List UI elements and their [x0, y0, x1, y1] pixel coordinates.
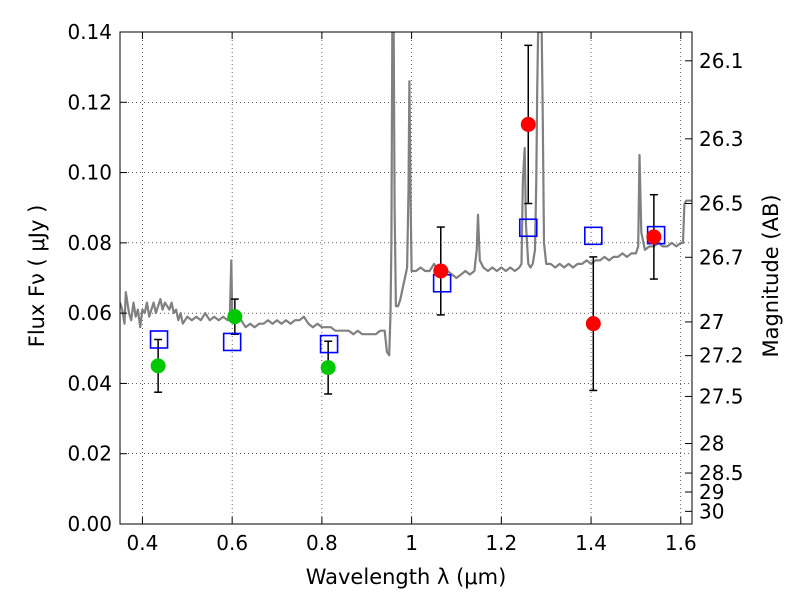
y2-tick-label: 27.5 — [699, 384, 744, 408]
x-tick-label: 1.4 — [575, 531, 607, 555]
x-axis-label: Wavelength λ (μm) — [306, 565, 507, 589]
x-tick-label: 0.4 — [127, 531, 159, 555]
x-tick-label: 1.2 — [485, 531, 517, 555]
y-tick-label: 0.02 — [67, 442, 112, 466]
ticks-layer: 0.4 0.6 0.8 1 1.2 1.4 1.6 0.00 0.02 0.04 0.06 0.08 0… — [67, 20, 743, 555]
y2-tick-label: 26.5 — [699, 191, 744, 215]
model-square-point — [319, 334, 339, 354]
x-tick-label: 0.8 — [306, 531, 338, 555]
errorbars-layer — [154, 44, 658, 395]
x-tick-label: 0.6 — [216, 531, 248, 555]
y2-axis-label: Magnitude (AB) — [759, 194, 783, 357]
model-square-point — [584, 226, 603, 246]
photometry-point — [646, 229, 662, 245]
model-square-point — [222, 332, 242, 352]
y2-tick-label: 26.7 — [699, 245, 744, 269]
photometry-point — [227, 309, 243, 325]
photometry-point — [433, 263, 449, 279]
y2-tick-label: 27 — [699, 310, 724, 334]
y-tick-label: 0.00 — [67, 512, 112, 536]
spectrum-line — [120, 32, 692, 357]
photometry-point — [520, 116, 536, 132]
model-square-point — [149, 330, 169, 349]
y-tick-label: 0.10 — [67, 161, 112, 185]
markers-layer — [149, 116, 666, 376]
x-tick-label: 1.6 — [665, 531, 697, 555]
y2-tick-label: 28.5 — [699, 461, 744, 485]
model-square-point — [518, 218, 538, 238]
photometry-point — [585, 316, 601, 332]
y2-tick-label: 29 — [699, 480, 724, 504]
y-axis-label: Flux Fν ( μJy ) — [25, 205, 49, 348]
x-tick-label: 1 — [405, 531, 418, 555]
y-tick-label: 0.14 — [67, 20, 112, 44]
y2-tick-label: 30 — [699, 499, 724, 523]
photometry-point — [150, 358, 166, 374]
y2-tick-label: 28 — [699, 432, 724, 456]
y-tick-label: 0.04 — [67, 371, 112, 395]
photometry-point — [320, 360, 336, 376]
y2-tick-label: 27.2 — [699, 344, 744, 368]
y2-tick-label: 26.3 — [699, 127, 744, 151]
plot-frame — [119, 31, 693, 525]
y2-tick-label: 26.1 — [699, 49, 744, 73]
y-tick-label: 0.06 — [67, 301, 112, 325]
y-tick-label: 0.08 — [67, 231, 112, 255]
y-tick-label: 0.12 — [67, 90, 112, 114]
spectrum-layer — [120, 32, 692, 357]
